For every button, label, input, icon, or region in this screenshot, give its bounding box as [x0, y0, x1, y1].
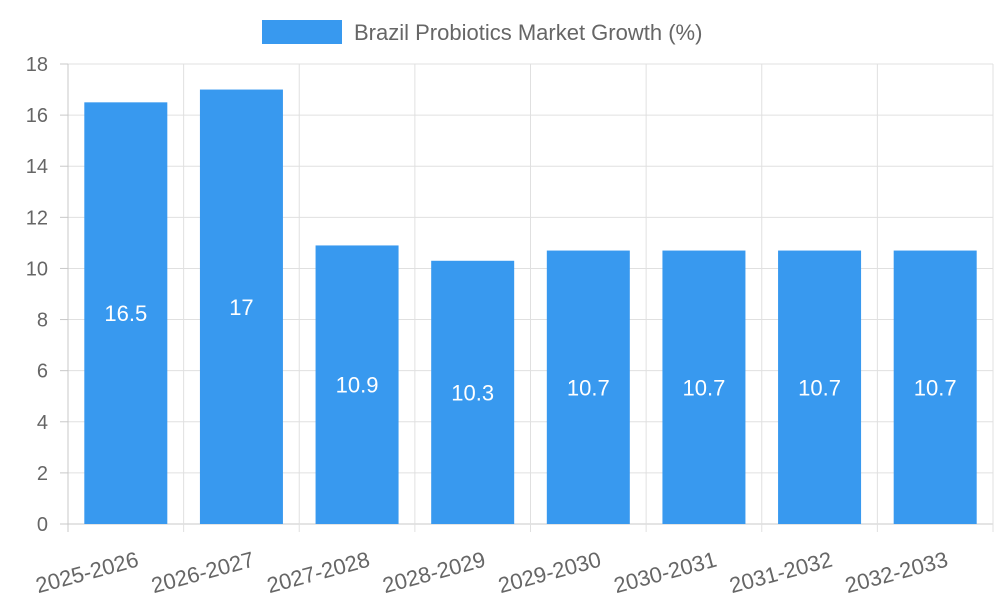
data-label-2026-2027: 17	[229, 295, 253, 320]
bar-2028-2029[interactable]	[431, 260, 515, 524]
x-tick-label-2031-2032: 2031-2032	[727, 547, 835, 598]
legend-swatch	[262, 20, 342, 44]
x-tick-label-2032-2033: 2032-2033	[842, 547, 950, 598]
y-tick-label: 2	[37, 463, 48, 485]
y-tick-label: 8	[37, 310, 48, 332]
bar-2027-2028[interactable]	[315, 245, 399, 524]
bar-2030-2031[interactable]	[662, 250, 746, 525]
y-axis-tick-labels: 0 2 4 6 8 10 12 14 16 18	[26, 54, 48, 536]
data-label-2027-2028: 10.9	[336, 373, 379, 398]
x-tick-label-2025-2026: 2025-2026	[33, 547, 141, 598]
bar-2025-2026[interactable]	[84, 102, 168, 524]
bar-2029-2030[interactable]	[546, 250, 630, 525]
data-label-2025-2026: 16.5	[104, 301, 147, 326]
x-tick-label-2027-2028: 2027-2028	[264, 547, 372, 598]
y-tick-label: 6	[37, 361, 48, 383]
x-tick-label-2029-2030: 2029-2030	[496, 547, 604, 598]
x-tick-label-2026-2027: 2026-2027	[149, 547, 257, 598]
x-tick-label-2028-2029: 2028-2029	[380, 547, 488, 598]
x-tick-label-2030-2031: 2030-2031	[611, 547, 719, 598]
bar-2032-2033[interactable]	[893, 250, 977, 525]
y-tick-label: 16	[26, 105, 48, 127]
y-tick-label: 12	[26, 207, 48, 229]
y-tick-label: 18	[26, 54, 48, 76]
data-label-2032-2033: 10.7	[914, 375, 957, 400]
bars	[84, 89, 977, 525]
data-label-2029-2030: 10.7	[567, 375, 610, 400]
legend[interactable]: Brazil Probiotics Market Growth (%)	[262, 20, 702, 45]
y-tick-label: 14	[26, 156, 48, 178]
x-axis-tick-labels: 2025-2026 2026-2027 2027-2028 2028-2029 2029…	[33, 547, 950, 598]
y-tick-label: 4	[37, 412, 48, 434]
legend-label: Brazil Probiotics Market Growth (%)	[354, 20, 702, 45]
data-label-2028-2029: 10.3	[451, 380, 494, 405]
y-tick-label: 0	[37, 514, 48, 536]
bar-2031-2032[interactable]	[778, 250, 862, 525]
data-label-2031-2032: 10.7	[798, 375, 841, 400]
data-label-2030-2031: 10.7	[683, 375, 726, 400]
y-tick-label: 10	[26, 258, 48, 280]
bar-2026-2027[interactable]	[199, 89, 283, 525]
data-labels: 16.5 17 10.9 10.3 10.7 10.7 10.7 10.7	[104, 295, 956, 406]
